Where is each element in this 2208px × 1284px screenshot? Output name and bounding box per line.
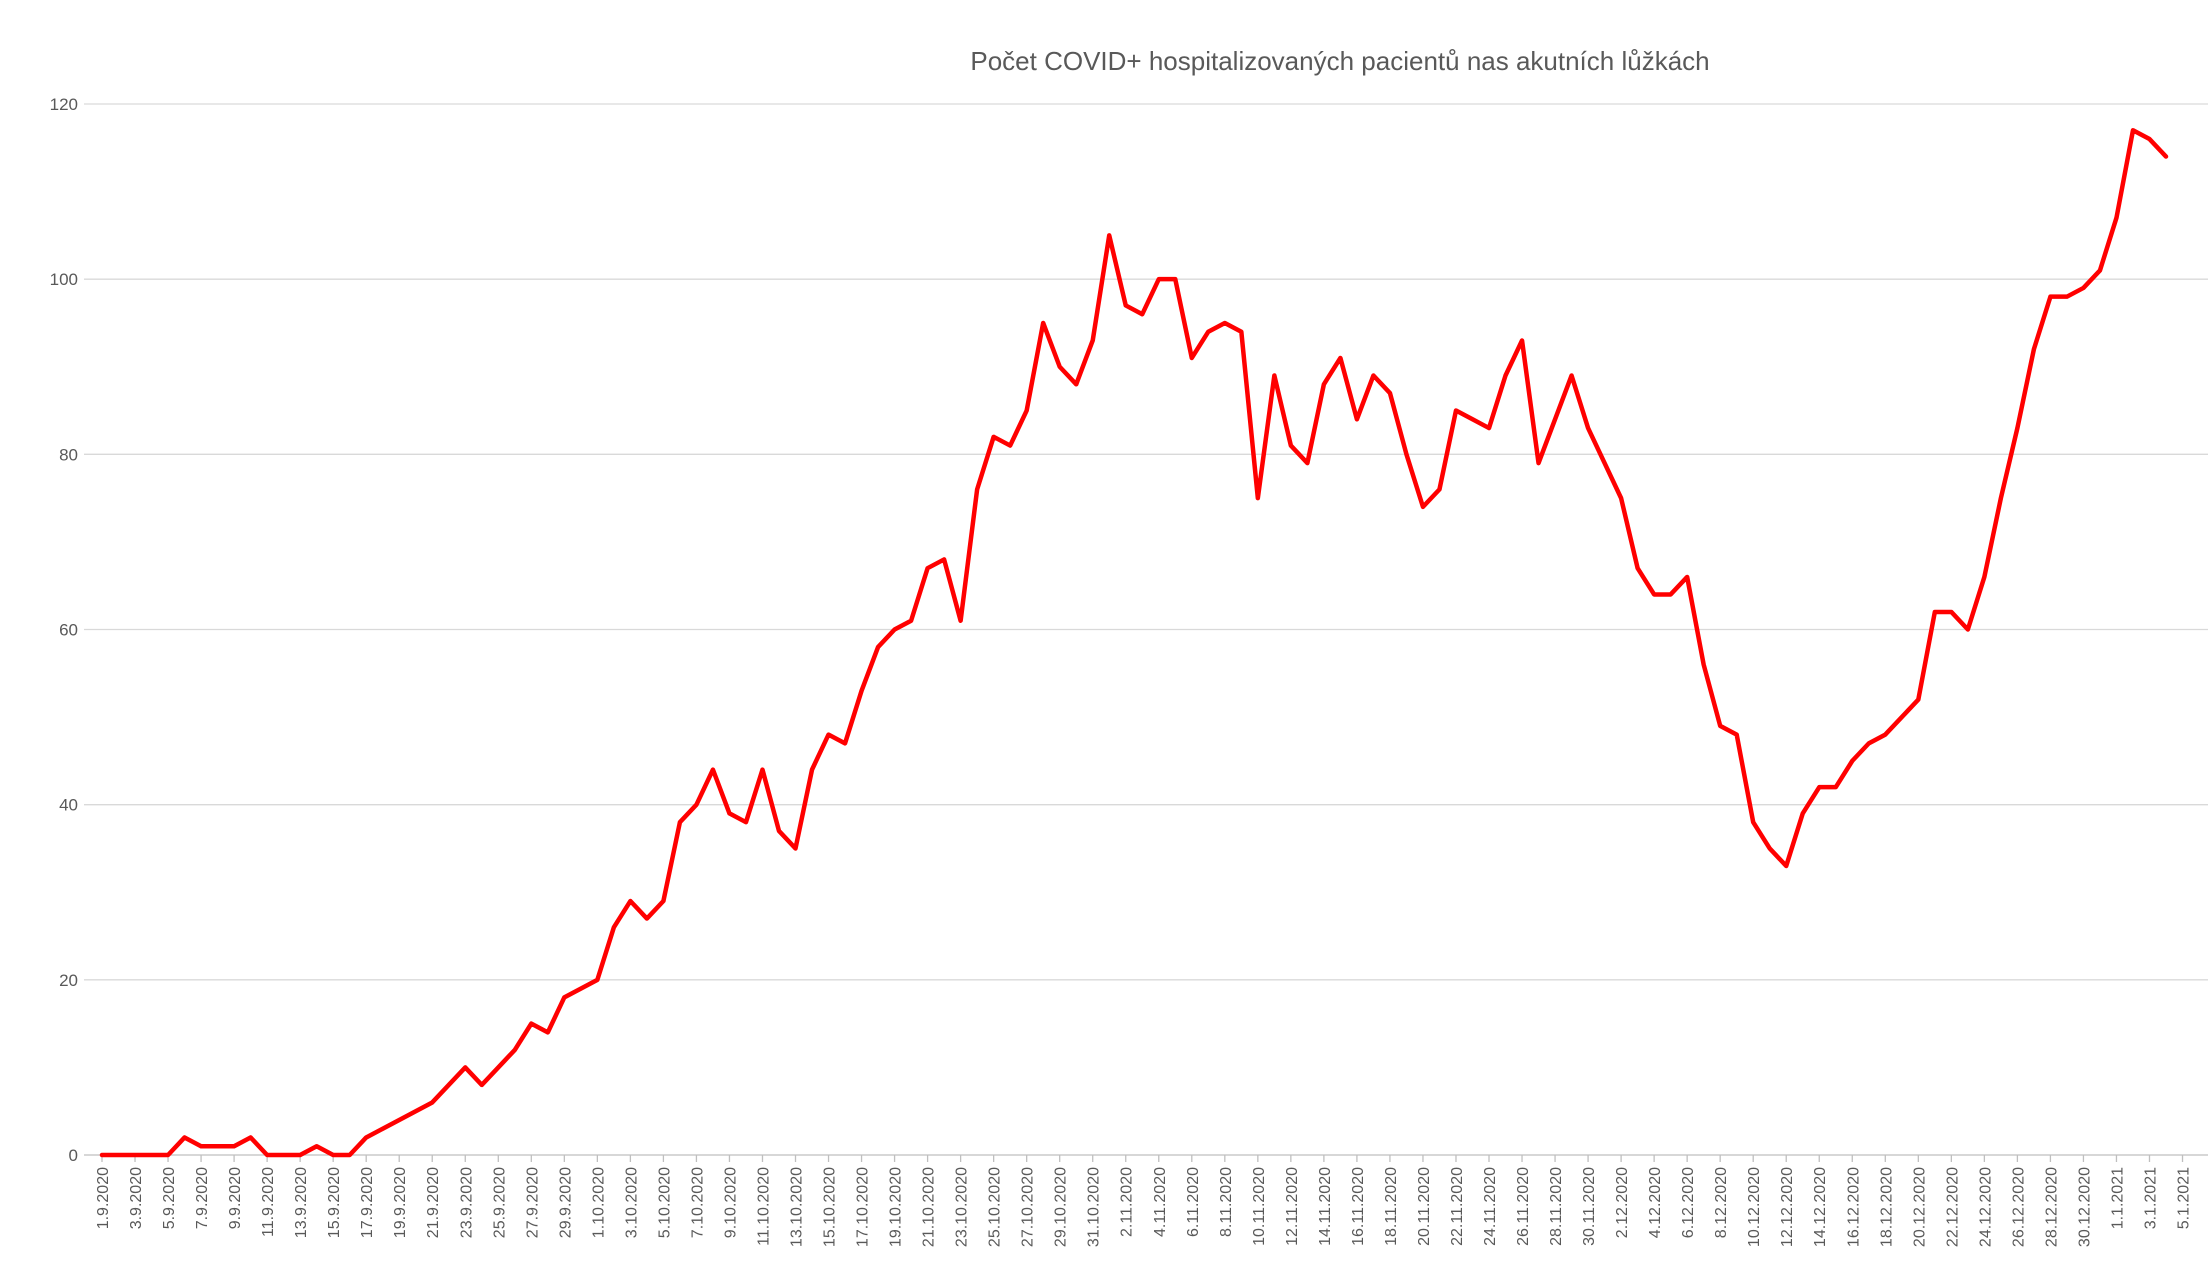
x-tick-label: 30.11.2020	[1581, 1167, 1598, 1246]
x-tick-label: 5.9.2020	[161, 1167, 178, 1229]
y-tick-label: 0	[69, 1146, 78, 1165]
x-tick-label: 19.10.2020	[888, 1167, 905, 1247]
x-tick-label: 17.10.2020	[855, 1167, 872, 1247]
x-tick-label: 16.11.2020	[1350, 1167, 1367, 1246]
x-tick-label: 17.9.2020	[359, 1167, 376, 1238]
x-tick-label: 25.9.2020	[491, 1167, 508, 1238]
x-tick-label: 28.12.2020	[2043, 1167, 2060, 1247]
y-tick-label: 20	[59, 971, 78, 990]
x-tick-label: 11.10.2020	[755, 1167, 772, 1246]
x-tick-label: 21.9.2020	[425, 1167, 442, 1238]
x-tick-label: 25.10.2020	[987, 1167, 1004, 1247]
x-tick-label: 10.12.2020	[1746, 1167, 1763, 1247]
x-tick-label: 16.12.2020	[1845, 1167, 1862, 1247]
x-tick-label: 14.11.2020	[1317, 1167, 1334, 1246]
series-layer	[99, 128, 2169, 1158]
x-tick-label: 29.9.2020	[557, 1167, 574, 1238]
y-tick-label: 40	[59, 796, 78, 815]
x-tick-label: 1.1.2021	[2109, 1167, 2126, 1229]
x-tick-label: 3.1.2021	[2142, 1167, 2159, 1229]
series-line-0	[99, 128, 2169, 1158]
y-tick-label: 100	[50, 270, 78, 289]
x-tick-label: 27.9.2020	[524, 1167, 541, 1238]
x-tick-label: 12.11.2020	[1284, 1167, 1301, 1246]
x-tick-label: 26.12.2020	[2010, 1167, 2027, 1247]
x-tick-label: 5.10.2020	[656, 1167, 673, 1238]
x-tick-label: 23.9.2020	[458, 1167, 475, 1238]
x-tick-label: 21.10.2020	[921, 1167, 938, 1247]
y-tick-label: 120	[50, 95, 78, 114]
x-axis: 1.9.2020 3.9.2020 5.9.2020 7.9.2020 9.9.2020…	[84, 1154, 2208, 1247]
x-tick-label: 24.11.2020	[1482, 1167, 1499, 1246]
x-tick-label: 20.12.2020	[1911, 1167, 1928, 1247]
x-tick-label: 1.10.2020	[590, 1167, 607, 1238]
x-tick-label: 4.11.2020	[1152, 1167, 1169, 1237]
x-tick-label: 13.10.2020	[789, 1167, 806, 1247]
x-tick-label: 28.11.2020	[1548, 1167, 1565, 1246]
x-tick-label: 26.11.2020	[1515, 1167, 1532, 1246]
x-tick-label: 29.10.2020	[1053, 1167, 1070, 1247]
x-tick-label: 3.9.2020	[128, 1167, 145, 1229]
x-tick-label: 14.12.2020	[1812, 1167, 1829, 1247]
x-tick-label: 8.11.2020	[1218, 1167, 1235, 1237]
x-tick-label: 12.12.2020	[1779, 1167, 1796, 1247]
x-tick-label: 18.12.2020	[1878, 1167, 1895, 1247]
x-tick-label: 30.12.2020	[2076, 1167, 2093, 1247]
x-tick-label: 20.11.2020	[1416, 1167, 1433, 1246]
x-tick-label: 5.1.2021	[2176, 1167, 2193, 1229]
gridlines	[84, 103, 2208, 981]
x-tick-label: 24.12.2020	[1977, 1167, 1994, 1247]
x-tick-label: 4.12.2020	[1647, 1167, 1664, 1238]
x-tick-label: 1.9.2020	[95, 1167, 112, 1229]
chart-title: Počet COVID+ hospitalizovaných pacientů …	[970, 46, 1709, 76]
x-tick-label: 2.11.2020	[1119, 1167, 1136, 1237]
y-axis-ticks: 0 20 40 60 80 100 120	[50, 95, 78, 1165]
x-tick-label: 9.10.2020	[722, 1167, 739, 1238]
x-tick-label: 23.10.2020	[954, 1167, 971, 1247]
x-tick-label: 19.9.2020	[392, 1167, 409, 1238]
x-tick-label: 9.9.2020	[227, 1167, 244, 1229]
x-tick-label: 6.12.2020	[1680, 1167, 1697, 1238]
x-tick-label: 6.11.2020	[1185, 1167, 1202, 1237]
y-tick-label: 80	[59, 445, 78, 464]
x-tick-label: 15.10.2020	[822, 1167, 839, 1247]
x-tick-label: 7.10.2020	[689, 1167, 706, 1238]
x-tick-label: 10.11.2020	[1251, 1167, 1268, 1246]
y-tick-label: 60	[59, 621, 78, 640]
x-tick-label: 13.9.2020	[293, 1167, 310, 1238]
x-tick-label: 3.10.2020	[623, 1167, 640, 1238]
x-tick-label: 7.9.2020	[194, 1167, 211, 1229]
x-tick-label: 15.9.2020	[326, 1167, 343, 1238]
x-tick-label: 11.9.2020	[260, 1167, 277, 1237]
x-tick-label: 31.10.2020	[1086, 1167, 1103, 1247]
x-tick-label: 8.12.2020	[1713, 1167, 1730, 1238]
x-tick-label: 2.12.2020	[1614, 1167, 1631, 1238]
x-tick-label: 27.10.2020	[1020, 1167, 1037, 1247]
x-tick-label: 22.12.2020	[1944, 1167, 1961, 1247]
x-tick-label: 18.11.2020	[1383, 1167, 1400, 1246]
x-tick-label: 22.11.2020	[1449, 1167, 1466, 1246]
